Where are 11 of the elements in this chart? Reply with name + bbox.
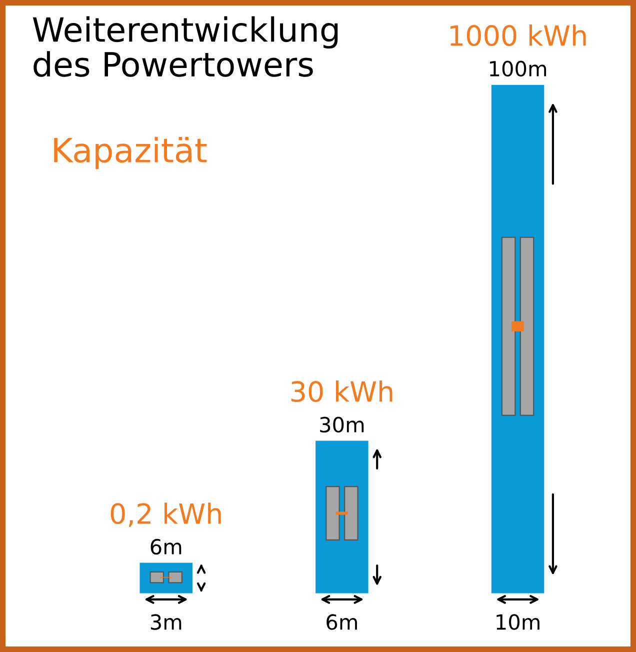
annotation: 30 kWh xyxy=(291,380,392,402)
text: 10m xyxy=(496,614,540,630)
text: Kapazität xyxy=(54,136,207,170)
text: 1000 kWh xyxy=(450,24,586,46)
text: 3m xyxy=(150,614,182,630)
text: 6m xyxy=(326,614,357,630)
data-label: 100m xyxy=(490,60,546,77)
data-label: 30m xyxy=(320,416,364,433)
annotation: 0,2 kWh xyxy=(110,502,221,527)
data-label: 6m xyxy=(150,538,182,555)
chart-title: Weiterentwicklung des Powertowers xyxy=(32,16,338,77)
